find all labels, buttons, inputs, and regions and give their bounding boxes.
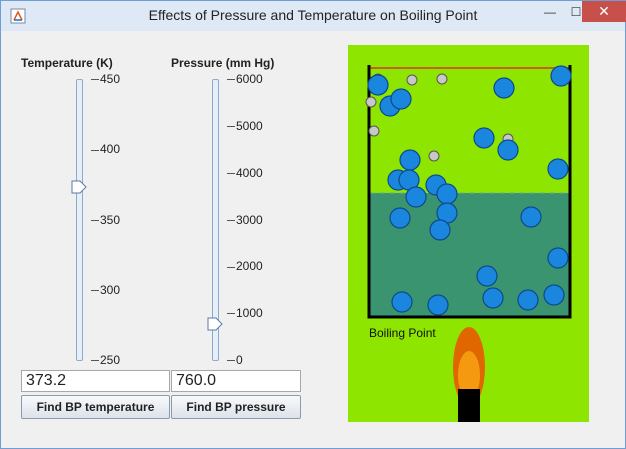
pressure-tick-label: 3000 (227, 214, 263, 226)
molecule (427, 294, 449, 316)
temperature-input[interactable] (21, 370, 170, 392)
burner (458, 389, 480, 422)
minimize-button[interactable]: — (544, 4, 556, 19)
molecule (517, 289, 539, 311)
temperature-label: Temperature (K) (21, 56, 113, 70)
temperature-slider-thumb[interactable] (71, 180, 87, 194)
molecule (476, 265, 498, 287)
pressure-tick-label: 0 (227, 354, 243, 366)
molecule (391, 291, 413, 313)
temperature-tick-label: 300 (91, 284, 120, 296)
pressure-slider-track[interactable] (212, 79, 219, 361)
gas-particle (365, 96, 377, 108)
title-bar[interactable]: Effects of Pressure and Temperature on B… (1, 1, 626, 31)
molecule (547, 247, 569, 269)
find-bp-temperature-button[interactable]: Find BP temperature (21, 395, 170, 419)
simulation-panel (348, 45, 589, 422)
pressure-input[interactable] (171, 370, 301, 392)
temperature-tick-label: 400 (91, 143, 120, 155)
molecule (482, 287, 504, 309)
simulation-canvas (365, 65, 572, 422)
molecule (429, 219, 451, 241)
temperature-tick-label: 250 (91, 354, 120, 366)
java-app-icon (10, 8, 26, 24)
pressure-label: Pressure (mm Hg) (171, 56, 275, 70)
boiling-point-status: Boiling Point (369, 326, 436, 340)
molecule (399, 149, 421, 171)
pressure-tick-label: 4000 (227, 167, 263, 179)
flame-inner (458, 351, 480, 399)
pressure-tick-label: 5000 (227, 120, 263, 132)
molecule (473, 127, 495, 149)
gas-particle (428, 150, 440, 162)
maximize-button[interactable]: ☐ (570, 4, 582, 19)
molecule (543, 284, 565, 306)
temperature-tick-label: 450 (91, 73, 120, 85)
molecules (367, 65, 572, 316)
molecule (493, 77, 515, 99)
temperature-tick-label: 350 (91, 214, 120, 226)
molecule (497, 139, 519, 161)
pressure-tick-label: 2000 (227, 260, 263, 272)
molecule (436, 183, 458, 205)
burner-flame (453, 327, 485, 422)
gas-particle (436, 73, 448, 85)
container-walls (367, 65, 572, 319)
pressure-tick-label: 1000 (227, 307, 263, 319)
close-button[interactable]: ✕ (582, 1, 626, 22)
molecule (547, 158, 569, 180)
molecule (389, 207, 411, 229)
temperature-slider-track[interactable] (76, 79, 83, 361)
pressure-tick-label: 6000 (227, 73, 263, 85)
molecule (405, 186, 427, 208)
molecule (520, 206, 542, 228)
molecule (550, 65, 572, 87)
gas-particle (406, 74, 418, 86)
window-title: Effects of Pressure and Temperature on B… (148, 7, 478, 23)
pressure-slider-thumb[interactable] (207, 317, 223, 331)
molecule (390, 88, 412, 110)
gas-particle (368, 125, 380, 137)
molecule (367, 74, 389, 96)
find-bp-pressure-button[interactable]: Find BP pressure (171, 395, 301, 419)
